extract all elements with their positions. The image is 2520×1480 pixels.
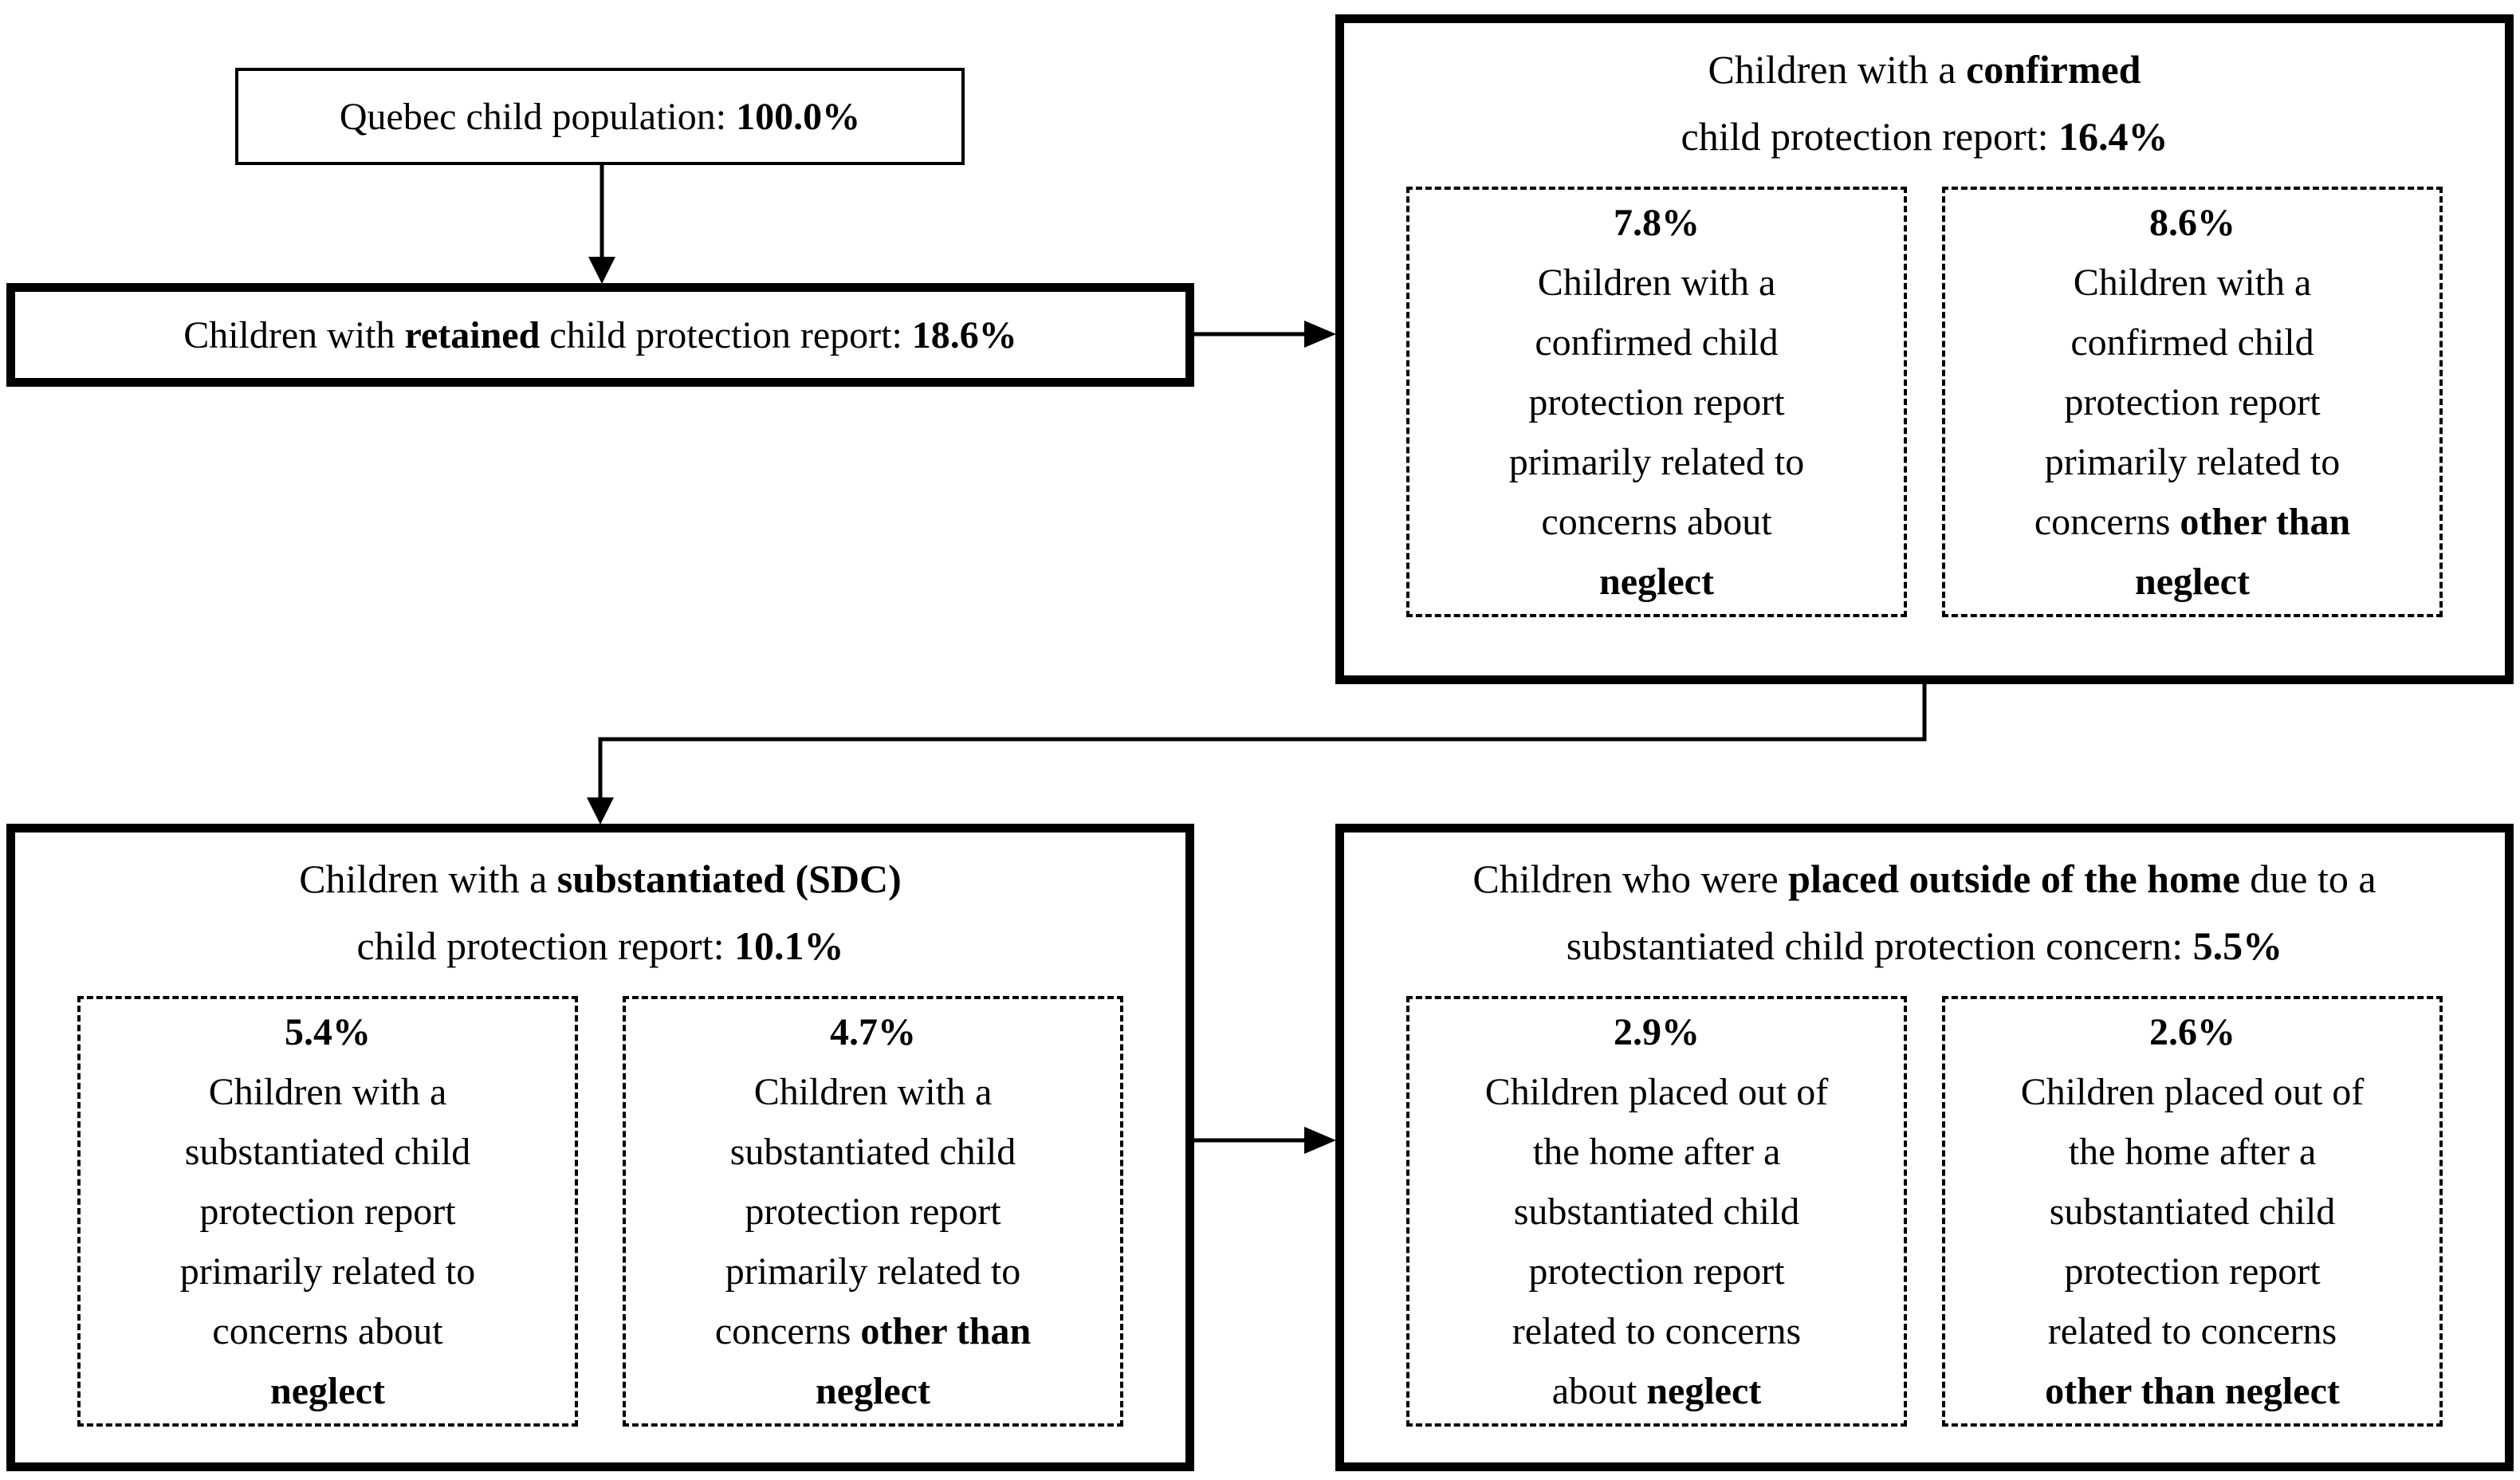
text-line: neglect [1599,560,1714,603]
text-line: 2.9% [1614,1010,1700,1053]
text-line: concerns about [1541,500,1772,543]
text-line: substantiated child [729,1130,1016,1173]
quebec-population-text: Quebec child population: 100.0% [340,95,860,139]
text-line: concerns other than [2034,500,2351,543]
confirmed-report-box: Children with a confirmed child protectio… [1335,14,2514,684]
text-line: 2.6% [2149,1010,2235,1053]
text-line: related to concerns [1512,1309,1802,1352]
text-line: confirmed child [1535,321,1779,364]
retained-report-text: Children with retained child protection … [183,313,1017,357]
substantiated-report-box: Children with a substantiated (SDC) child… [6,824,1194,1471]
text-line: 7.8% [1614,201,1700,244]
text-line: Children with retained child protection … [183,313,1017,356]
text-line: neglect [270,1369,385,1412]
text-line: Children with a [753,1070,993,1113]
retained-report-box: Children with retained child protection … [6,283,1194,387]
text-line: confirmed child [2070,321,2314,364]
text-line: protection report [1528,380,1785,423]
text-line: Children placed out of [2020,1070,2365,1113]
text-line: related to concerns [2047,1309,2337,1352]
text-line: protection report [745,1190,1001,1233]
text-line: child protection report: 16.4% [1681,114,2168,159]
text-line: Children who were placed outside of the … [1472,856,2377,901]
text-line: Children with a confirmed [1708,47,2141,92]
text-line: about neglect [1551,1369,1762,1412]
placed-subboxes-row: 2.9% Children placed out of the home after… [1344,996,2505,1427]
placed-outside-home-title: Children who were placed outside of the … [1472,845,2376,979]
text-line: 8.6% [2149,201,2235,244]
text-line: primarily related to [1508,440,1805,483]
text-line: Children placed out of [1484,1070,1829,1113]
text-line: primarily related to [725,1250,1021,1293]
text-line: Children with a [2073,261,2312,304]
text-line: substantiated child [2049,1190,2336,1233]
confirmed-other-than-neglect-box: 8.6% Children with a confirmed child protec… [1942,187,2443,617]
text-line: concerns about [212,1309,443,1352]
quebec-population-box: Quebec child population: 100.0% [235,68,965,165]
text-line: Children with a [1537,261,1776,304]
confirmed-subboxes-row: 7.8% Children with a confirmed child protec… [1344,187,2505,617]
substantiated-neglect-box: 5.4% Children with a substantiated child pr… [77,996,578,1427]
arrowhead-down-icon [588,257,615,284]
connector-confirmed-to-substantiated [598,683,1927,799]
placed-other-than-neglect-box: 2.6% Children placed out of the home after… [1942,996,2443,1427]
placed-neglect-box: 2.9% Children placed out of the home after… [1406,996,1907,1427]
substantiated-report-title: Children with a substantiated (SDC) child… [299,845,902,979]
text-line: primarily related to [179,1250,476,1293]
text-line: primarily related to [2044,440,2341,483]
text-line: protection report [2064,380,2321,423]
confirmed-report-title: Children with a confirmed child protectio… [1681,36,2168,170]
text-line: substantiated child [184,1130,471,1173]
text-line: protection report [199,1190,456,1233]
text-line: the home after a [1532,1130,1781,1173]
text-line: substantiated child [1513,1190,1800,1233]
text-line: 5.4% [285,1010,371,1053]
arrowhead-right-icon [1304,1127,1336,1154]
text-line: protection report [1528,1250,1785,1293]
text-line: neglect [2135,560,2250,603]
text-line: Children with a substantiated (SDC) [299,856,902,901]
substantiated-other-than-neglect-box: 4.7% Children with a substantiated child pr… [623,996,1123,1427]
text-line: 4.7% [830,1010,916,1053]
substantiated-subboxes-row: 5.4% Children with a substantiated child pr… [15,996,1185,1427]
text-line: substantiated child protection concern: … [1566,923,2283,968]
text-line: child protection report: 10.1% [356,923,844,968]
arrowhead-right-icon [1304,321,1336,348]
text-line: the home after a [2068,1130,2317,1173]
placed-outside-home-box: Children who were placed outside of the … [1335,824,2514,1471]
arrowhead-down-icon [587,797,614,825]
confirmed-neglect-box: 7.8% Children with a confirmed child protec… [1406,187,1907,617]
text-line: neglect [816,1369,930,1412]
text-line: other than neglect [2045,1369,2340,1412]
text-line: Quebec child population: 100.0% [339,95,861,138]
text-line: Children with a [208,1070,447,1113]
text-line: protection report [2064,1250,2321,1293]
text-line: concerns other than [714,1309,1032,1352]
